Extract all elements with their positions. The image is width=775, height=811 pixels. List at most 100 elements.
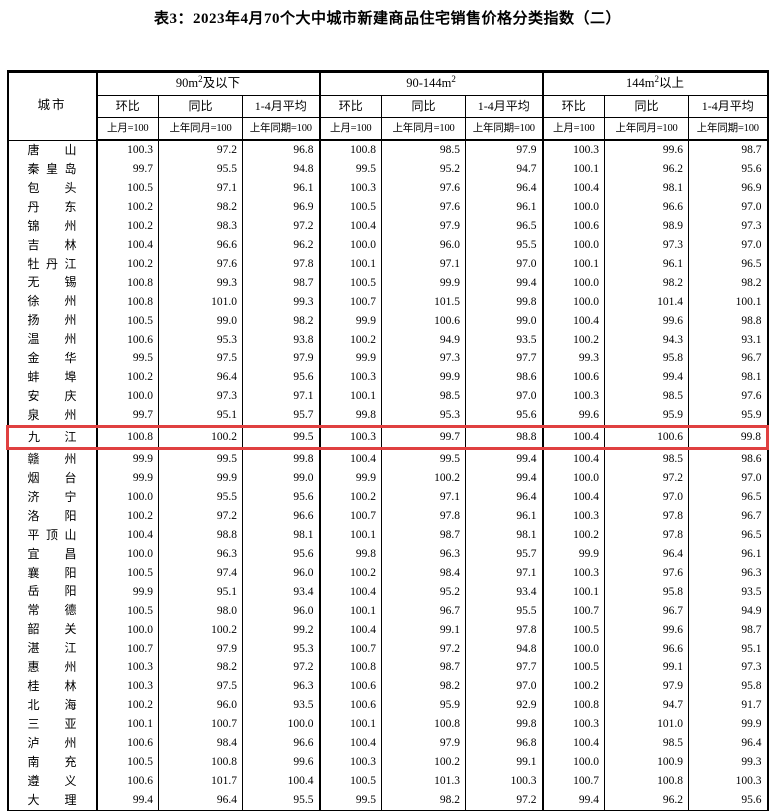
table-row: 丹东 100.2 98.2 96.9 100.5 97.6 96.1 100.0 96.6 97.…: [8, 197, 768, 217]
value-cell: 96.1: [688, 544, 768, 564]
value-cell: 100.3: [95, 677, 159, 697]
value-cell: 100.3: [541, 506, 605, 526]
value-cell: 99.9: [381, 273, 466, 293]
value-cell: 100.2: [318, 487, 382, 507]
value-cell: 96.2: [604, 159, 689, 179]
value-cell: 100.1: [688, 292, 768, 312]
base-header-same-period-last-year: 上年同期=100: [688, 117, 768, 141]
value-cell: 96.1: [465, 506, 543, 526]
value-cell: 99.0: [465, 311, 543, 331]
value-cell: 100.5: [541, 658, 605, 678]
value-cell: 100.7: [95, 639, 159, 659]
value-cell: 97.0: [604, 487, 689, 507]
value-cell: 100.9: [604, 753, 689, 772]
value-cell: 96.7: [688, 349, 768, 369]
city-cell: 平顶山: [27, 527, 77, 542]
value-cell: 97.0: [465, 387, 543, 407]
value-cell: 100.8: [318, 140, 382, 160]
value-cell: 97.9: [381, 216, 466, 236]
value-cell: 97.3: [158, 387, 243, 407]
value-cell: 97.3: [381, 349, 466, 369]
value-cell: 96.2: [604, 790, 689, 811]
group-header-90-144: 90-144m2: [318, 71, 543, 96]
value-cell: 95.5: [465, 601, 543, 621]
value-cell: 99.3: [541, 349, 605, 369]
value-cell: 98.2: [158, 197, 243, 217]
value-cell: 99.0: [241, 468, 320, 488]
metric-header-mom: 环比: [541, 95, 605, 118]
table-row: 泉州 99.7 95.1 95.7 99.8 95.3 95.6 99.6 95.9 95.9: [8, 406, 768, 427]
value-cell: 96.6: [241, 506, 320, 526]
city-cell: 温州: [27, 332, 77, 347]
value-cell: 96.0: [381, 235, 466, 255]
group-header-under-90: 90m2及以下: [95, 71, 320, 96]
value-cell: 99.8: [241, 448, 320, 469]
value-cell: 100.3: [541, 563, 605, 583]
value-cell: 98.4: [158, 734, 243, 753]
value-cell: 99.9: [381, 368, 466, 388]
value-cell: 97.2: [241, 216, 320, 236]
value-cell: 95.3: [381, 406, 466, 427]
value-cell: 98.5: [381, 387, 466, 407]
value-cell: 100.3: [318, 368, 382, 388]
value-cell: 98.7: [241, 273, 320, 293]
value-cell: 95.6: [465, 406, 543, 427]
table-row: 扬州 100.5 99.0 98.2 99.9 100.6 99.0 100.4 99.6 98.…: [8, 311, 768, 331]
value-cell: 97.2: [604, 468, 689, 488]
value-cell: 97.9: [381, 734, 466, 753]
value-cell: 96.3: [158, 544, 243, 564]
metric-header-row: 环比 同比 1-4月平均 环比 同比 1-4月平均 环比 同比 1-4月平均: [8, 95, 768, 118]
table-row: 惠州 100.3 98.2 97.2 100.8 98.7 97.7 100.5 99.1 97.…: [8, 658, 768, 678]
value-cell: 100.7: [318, 506, 382, 526]
value-cell: 100.3: [95, 658, 159, 678]
value-cell: 100.3: [465, 771, 543, 791]
city-cell: 岳阳: [27, 584, 77, 599]
value-cell: 96.0: [158, 696, 243, 716]
value-cell: 95.8: [688, 677, 768, 697]
value-cell: 100.2: [158, 620, 243, 640]
value-cell: 100.2: [95, 197, 159, 217]
value-cell: 96.4: [158, 368, 243, 388]
value-cell: 94.9: [381, 330, 466, 350]
city-cell: 金华: [27, 351, 77, 366]
city-cell: 泉州: [27, 408, 77, 422]
value-cell: 100.1: [318, 387, 382, 407]
value-cell: 99.9: [318, 468, 382, 488]
city-cell: 韶关: [27, 622, 77, 637]
value-cell: 100.5: [95, 601, 159, 621]
value-cell: 95.5: [241, 790, 320, 811]
value-cell: 99.8: [465, 292, 543, 312]
value-cell: 97.0: [688, 197, 768, 217]
city-cell: 吉林: [27, 237, 77, 252]
value-cell: 97.5: [158, 677, 243, 697]
city-cell: 扬州: [27, 313, 77, 328]
value-cell: 100.5: [541, 620, 605, 640]
value-cell: 100.8: [158, 753, 243, 772]
value-cell: 100.4: [318, 448, 382, 469]
value-cell: 99.5: [318, 790, 382, 811]
value-cell: 100.1: [541, 159, 605, 179]
value-cell: 100.3: [318, 178, 382, 198]
value-cell: 97.8: [381, 506, 466, 526]
value-cell: 95.6: [241, 487, 320, 507]
value-cell: 98.7: [381, 658, 466, 678]
metric-header-mom: 环比: [318, 95, 382, 118]
value-cell: 101.5: [381, 292, 466, 312]
value-cell: 96.3: [688, 563, 768, 583]
city-cell: 常德: [27, 603, 77, 618]
city-cell: 包头: [27, 180, 77, 195]
city-cell: 秦皇岛: [27, 161, 77, 176]
value-cell: 98.8: [465, 425, 543, 450]
value-cell: 97.3: [688, 658, 768, 678]
value-cell: 100.7: [158, 715, 243, 735]
value-cell: 96.7: [688, 506, 768, 526]
value-cell: 99.6: [241, 753, 320, 772]
base-header-row: 上月=100 上年同月=100 上年同期=100 上月=100 上年同月=100…: [8, 117, 768, 141]
value-cell: 96.9: [688, 178, 768, 198]
table-row: 岳阳 99.9 95.1 93.4 100.4 95.2 93.4 100.1 95.8 93.5: [8, 582, 768, 602]
value-cell: 100.5: [318, 197, 382, 217]
value-cell: 100.4: [318, 582, 382, 602]
value-cell: 99.9: [95, 582, 159, 602]
table-row: 平顶山 100.4 98.8 98.1 100.1 98.7 98.1 100.2 97.8 96…: [8, 525, 768, 545]
value-cell: 100.3: [541, 387, 605, 407]
